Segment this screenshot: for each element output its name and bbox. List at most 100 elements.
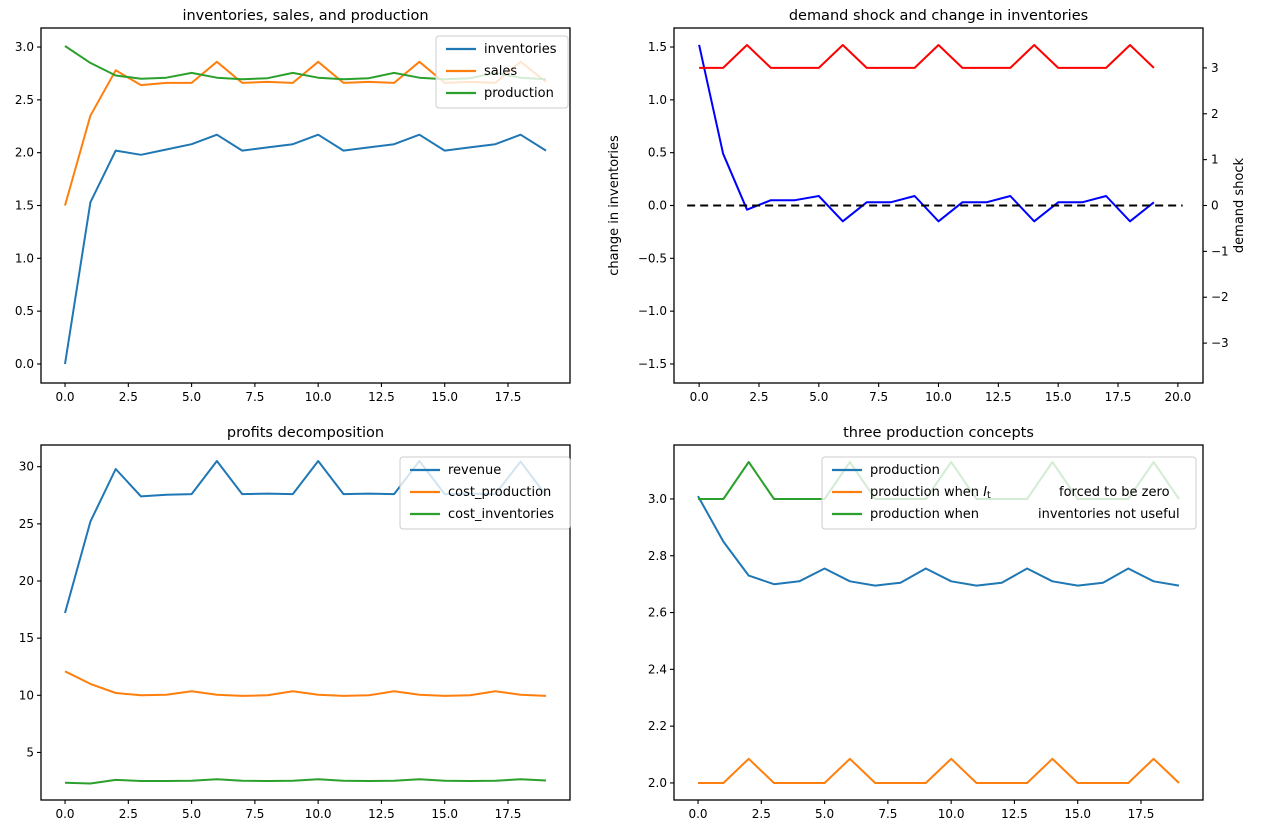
x-tick-label: 7.5 — [245, 390, 264, 404]
y-tick-label-right: 3 — [1211, 61, 1219, 75]
x-tick-label: 17.5 — [495, 807, 522, 821]
x-tick-label: 20.0 — [1165, 390, 1192, 404]
y-tick-label: 3.0 — [648, 492, 667, 506]
x-tick-label: 0.0 — [690, 390, 709, 404]
y-tick-label: 1.5 — [648, 40, 667, 54]
x-tick-label: 12.5 — [985, 390, 1012, 404]
y-tick-label: −1.5 — [638, 357, 667, 371]
legend-label-text: cost_inventories — [448, 507, 554, 522]
x-tick-label: 5.0 — [182, 390, 201, 404]
y-tick-label: 20 — [19, 574, 34, 588]
legend-label-text: production — [870, 463, 940, 478]
legend-label: inventories — [484, 42, 557, 57]
x-tick-label: 15.0 — [1045, 390, 1072, 404]
y-tick-label: 25 — [19, 517, 34, 531]
y-tick-label-right: −2 — [1211, 290, 1229, 304]
y-tick-label: 15 — [19, 631, 34, 645]
legend-label-subscript: t — [987, 490, 991, 501]
legend-label-text: inventories — [484, 42, 557, 57]
x-tick-label: 5.0 — [182, 807, 201, 821]
x-tick-label: 17.5 — [1128, 807, 1155, 821]
subplot-inventories-sales-production: 0.0 2.5 5.0 7.5 10.0 12.5 15.0 17.5 0.0 0.5 1.0 1.5… — [15, 8, 571, 404]
axes-frame — [673, 444, 1204, 801]
chart-title: profits decomposition — [227, 425, 384, 441]
x-tick-label: 5.0 — [809, 390, 828, 404]
x-tick-label: 15.0 — [1064, 807, 1091, 821]
legend-label: cost_inventories — [448, 507, 554, 522]
x-tick-label: 15.0 — [431, 807, 458, 821]
y-tick-label: −0.5 — [638, 251, 667, 265]
x-tick-label: 0.0 — [55, 807, 74, 821]
series-line-cost-production — [64, 670, 547, 697]
y-tick-label: 2.0 — [648, 776, 667, 790]
y-tick-label: 0.5 — [15, 304, 34, 318]
y-tick-label: 30 — [19, 460, 34, 474]
x-tick-label: 12.5 — [368, 807, 395, 821]
legend-frame — [435, 35, 569, 109]
x-tick-label: 10.0 — [305, 390, 332, 404]
y-tick-label: 1.5 — [15, 199, 34, 213]
y-tick-label: −1.0 — [638, 304, 667, 318]
legend-label-text: revenue — [448, 463, 501, 478]
x-tick-label: 15.0 — [431, 390, 458, 404]
x-tick-label: 7.5 — [245, 807, 264, 821]
series-line-production — [697, 495, 1180, 587]
legend-box: production production when It forced to be… — [821, 456, 1197, 530]
y-tick-label-right: 0 — [1211, 199, 1219, 213]
y-tick-label: 0.5 — [648, 146, 667, 160]
legend-label: cost_production — [448, 485, 551, 500]
y-tick-label-right: 1 — [1211, 153, 1219, 167]
legend-box: revenue cost_production cost_inventories — [399, 456, 571, 530]
legend-label-text: production — [484, 86, 554, 101]
y-tick-label: 10 — [19, 688, 34, 702]
x-tick-label: 10.0 — [938, 807, 965, 821]
x-tick-label: 12.5 — [1001, 807, 1028, 821]
y-tick-label: 0.0 — [15, 357, 34, 371]
y-tick-label: 1.0 — [648, 93, 667, 107]
chart-title: three production concepts — [843, 425, 1034, 441]
x-tick-label: 7.5 — [878, 807, 897, 821]
legend-label-text: I — [983, 485, 987, 500]
y-tick-label-right: −1 — [1211, 244, 1229, 258]
x-tick-label: 2.5 — [119, 807, 138, 821]
legend-label: production when — [870, 507, 979, 522]
series-line-production-when-it-forced-to-be-zero — [698, 757, 1180, 784]
legend-box: inventories sales production — [435, 35, 569, 109]
x-tick-label: 0.0 — [55, 390, 74, 404]
legend-frame — [399, 456, 571, 530]
x-tick-label: 2.5 — [749, 390, 768, 404]
y-axis-label-left: change in inventories — [607, 135, 622, 276]
y-tick-label: 1.0 — [15, 251, 34, 265]
series-line-change-in-inventories — [698, 44, 1155, 223]
x-tick-label: 17.5 — [495, 390, 522, 404]
y-tick-label: 0.0 — [648, 199, 667, 213]
legend-label-text: forced to be zero — [1059, 485, 1170, 500]
legend-label: production when It — [870, 485, 991, 501]
x-tick-label: 10.0 — [305, 807, 332, 821]
x-tick-label: 2.5 — [119, 390, 138, 404]
y-tick-label: 2.8 — [648, 549, 667, 563]
subplot-three-production-concepts: 0.0 2.5 5.0 7.5 10.0 12.5 15.0 17.5 2.0 2.2 2.4 2.6… — [648, 425, 1204, 821]
chart-title: inventories, sales, and production — [182, 8, 428, 24]
y-tick-label: 2.6 — [648, 606, 667, 620]
legend-label-text: production when — [870, 507, 979, 522]
x-tick-label: 2.5 — [752, 807, 771, 821]
x-tick-label: 0.0 — [688, 807, 707, 821]
legend-label: inventories not useful — [1038, 507, 1180, 522]
legend-label: production — [484, 86, 554, 101]
legend-label-text: inventories not useful — [1038, 507, 1180, 522]
y-tick-label: 2.2 — [648, 719, 667, 733]
x-tick-label: 10.0 — [925, 390, 952, 404]
subplot-profits-decomposition: 0.0 2.5 5.0 7.5 10.0 12.5 15.0 17.5 5 10 15 20 25 30 p… — [19, 425, 571, 821]
legend-label: revenue — [448, 463, 501, 478]
y-tick-label: 2.5 — [15, 93, 34, 107]
legend-label: sales — [484, 64, 517, 79]
x-tick-label: 5.0 — [815, 807, 834, 821]
y-tick-label: 5 — [26, 745, 34, 759]
x-tick-label: 7.5 — [869, 390, 888, 404]
y-axis-label-right: demand shock — [1232, 157, 1247, 253]
chart-title: demand shock and change in inventories — [789, 8, 1088, 24]
x-tick-label: 12.5 — [368, 390, 395, 404]
legend-label-text: cost_production — [448, 485, 551, 500]
